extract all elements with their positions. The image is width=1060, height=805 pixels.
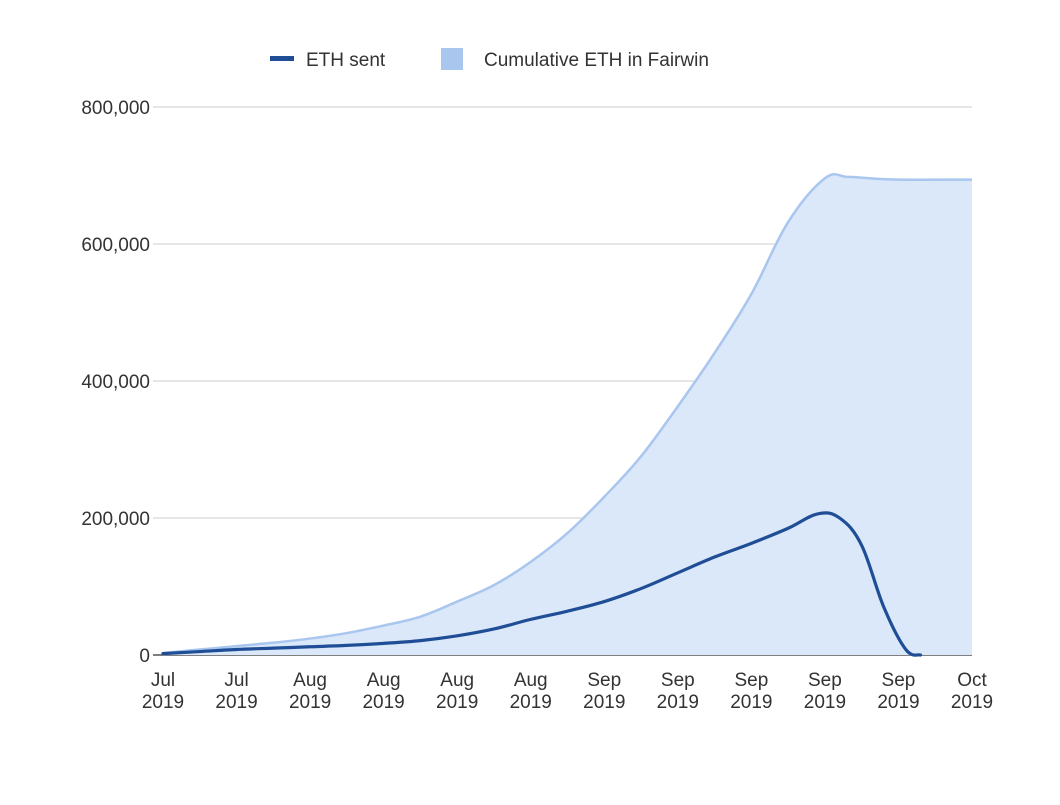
x-tick-year: 2019	[730, 692, 772, 713]
legend-label-cumulative-eth: Cumulative ETH in Fairwin	[484, 50, 709, 71]
x-tick-year: 2019	[804, 692, 846, 713]
y-axis: 0 200,000 400,000 600,000 800,000	[81, 98, 150, 667]
x-tick-year: 2019	[951, 692, 993, 713]
x-tick-year: 2019	[142, 692, 184, 713]
x-axis: Jul2019Jul2019Aug2019Aug2019Aug2019Aug20…	[142, 670, 993, 713]
y-tick-label: 400,000	[81, 372, 150, 393]
x-tick-year: 2019	[436, 692, 478, 713]
legend: ETH sent Cumulative ETH in Fairwin	[270, 48, 709, 71]
y-tick-label: 800,000	[81, 98, 150, 119]
area-fill-cumulative-eth-in-fairwin	[163, 174, 972, 655]
x-tick-month: Aug	[367, 670, 401, 691]
x-tick-year: 2019	[215, 692, 257, 713]
x-tick-month: Aug	[293, 670, 327, 691]
y-tick-label: 0	[139, 646, 150, 667]
legend-marker-cumulative-eth	[441, 48, 463, 70]
line-series-layer	[161, 511, 923, 657]
line-eth-sent	[161, 511, 923, 657]
x-tick-month: Oct	[957, 670, 987, 691]
legend-marker-eth-sent	[270, 56, 294, 61]
legend-label-eth-sent: ETH sent	[306, 50, 386, 71]
x-tick-month: Sep	[734, 670, 768, 691]
x-tick-month: Sep	[808, 670, 842, 691]
area-line-cumulative-eth-in-fairwin	[162, 172, 973, 655]
x-tick-year: 2019	[362, 692, 404, 713]
x-tick-month: Sep	[587, 670, 621, 691]
x-tick-month: Jul	[151, 670, 175, 691]
area-series-layer	[162, 172, 973, 655]
x-tick-year: 2019	[289, 692, 331, 713]
x-tick-year: 2019	[583, 692, 625, 713]
x-tick-year: 2019	[510, 692, 552, 713]
y-tick-label: 200,000	[81, 509, 150, 530]
x-tick-year: 2019	[657, 692, 699, 713]
y-tick-label: 600,000	[81, 235, 150, 256]
x-tick-month: Aug	[440, 670, 474, 691]
x-tick-month: Jul	[224, 670, 248, 691]
x-tick-month: Sep	[661, 670, 695, 691]
x-tick-month: Aug	[514, 670, 548, 691]
x-tick-month: Sep	[882, 670, 916, 691]
x-tick-year: 2019	[877, 692, 919, 713]
